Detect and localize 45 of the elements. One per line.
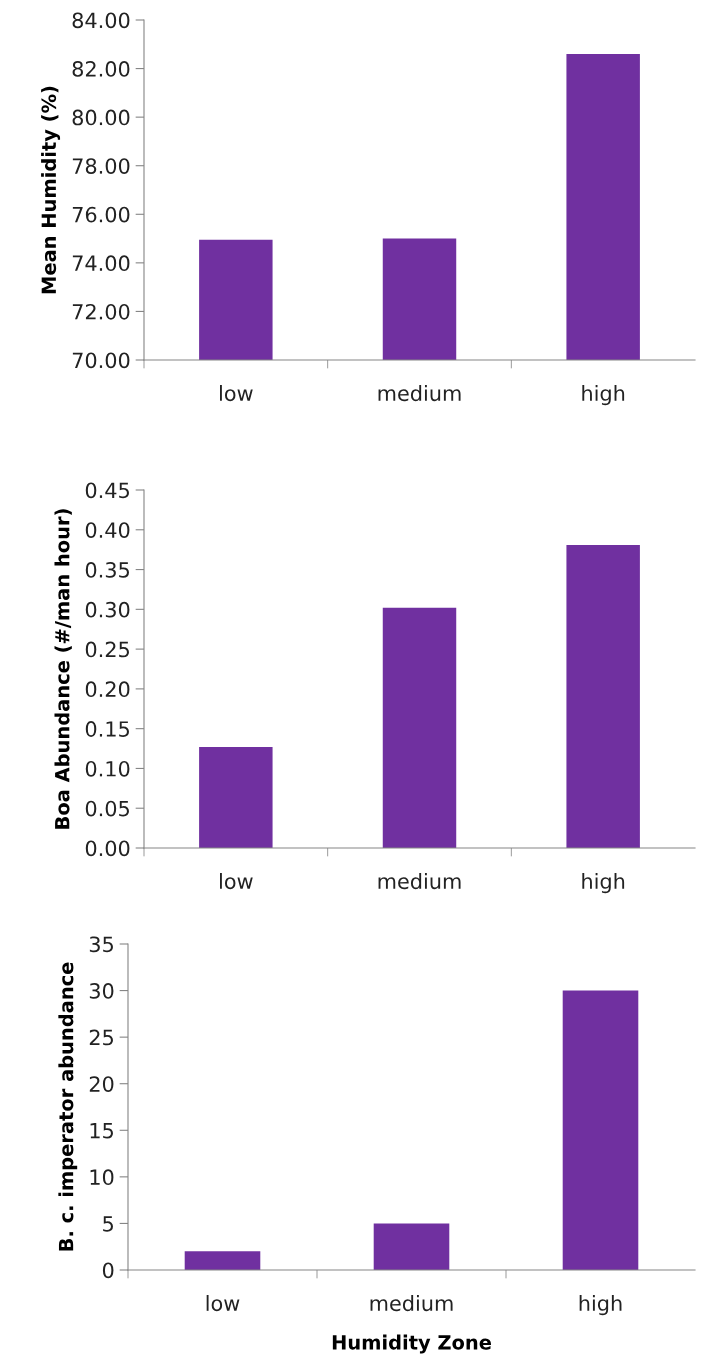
x-tick-label: medium xyxy=(378,385,461,402)
y-tick-label: 0.25 xyxy=(85,641,129,658)
x-tick-label: low xyxy=(220,385,253,402)
y-axis-title: B. c. imperator abundance xyxy=(58,962,78,1251)
y-tick-label: 0.40 xyxy=(85,522,130,538)
y-tick-label: 15 xyxy=(90,1123,113,1139)
y-tick-label: 0.15 xyxy=(85,721,129,737)
y-tick-label: 80.00 xyxy=(72,109,130,126)
y-tick-label: 82.00 xyxy=(72,61,130,77)
bar xyxy=(199,746,273,848)
y-tick-label: 70.00 xyxy=(72,352,130,369)
y-tick-label: 0.30 xyxy=(85,601,130,618)
y-tick-label: 72.00 xyxy=(72,303,130,320)
y-tick-label: 30 xyxy=(89,983,114,999)
y-tick-label: 78.00 xyxy=(72,158,130,174)
bar xyxy=(373,1223,450,1270)
y-tick-label: 10 xyxy=(90,1169,114,1186)
bar xyxy=(562,990,639,1270)
y-tick-label: 5 xyxy=(103,1216,113,1232)
bar xyxy=(382,607,457,848)
y-tick-label: 35 xyxy=(89,936,113,953)
y-axis-title: Boa Abundance (#/man hour) xyxy=(54,509,72,829)
bar xyxy=(184,1251,261,1270)
x-tick-label: low xyxy=(206,1295,240,1312)
x-tick-label: medium xyxy=(378,873,461,890)
y-axis-title: Mean Humidity (%) xyxy=(41,86,61,294)
y-tick-label: 0.05 xyxy=(85,800,129,817)
y-tick-label: 76.00 xyxy=(72,206,130,223)
y-tick-label: 0.00 xyxy=(85,840,130,857)
x-tick-label: medium xyxy=(370,1295,453,1312)
bar xyxy=(566,544,640,848)
x-tick-label: low xyxy=(220,873,253,890)
y-tick-label: 0.45 xyxy=(85,482,129,499)
x-tick-label: high xyxy=(582,385,625,406)
y-tick-label: 74.00 xyxy=(72,255,130,272)
y-tick-label: 25 xyxy=(89,1029,113,1046)
y-tick-label: 20 xyxy=(89,1076,114,1092)
y-tick-label: 0.20 xyxy=(85,681,130,698)
x-axis-title: Humidity Zone xyxy=(332,1334,491,1354)
y-tick-label: 0.10 xyxy=(85,760,130,777)
x-tick-label: high xyxy=(579,1295,622,1316)
y-tick-label: 0 xyxy=(102,1262,114,1279)
x-tick-label: high xyxy=(582,873,625,894)
y-tick-label: 84.00 xyxy=(72,12,130,29)
y-tick-label: 0.35 xyxy=(85,562,129,578)
